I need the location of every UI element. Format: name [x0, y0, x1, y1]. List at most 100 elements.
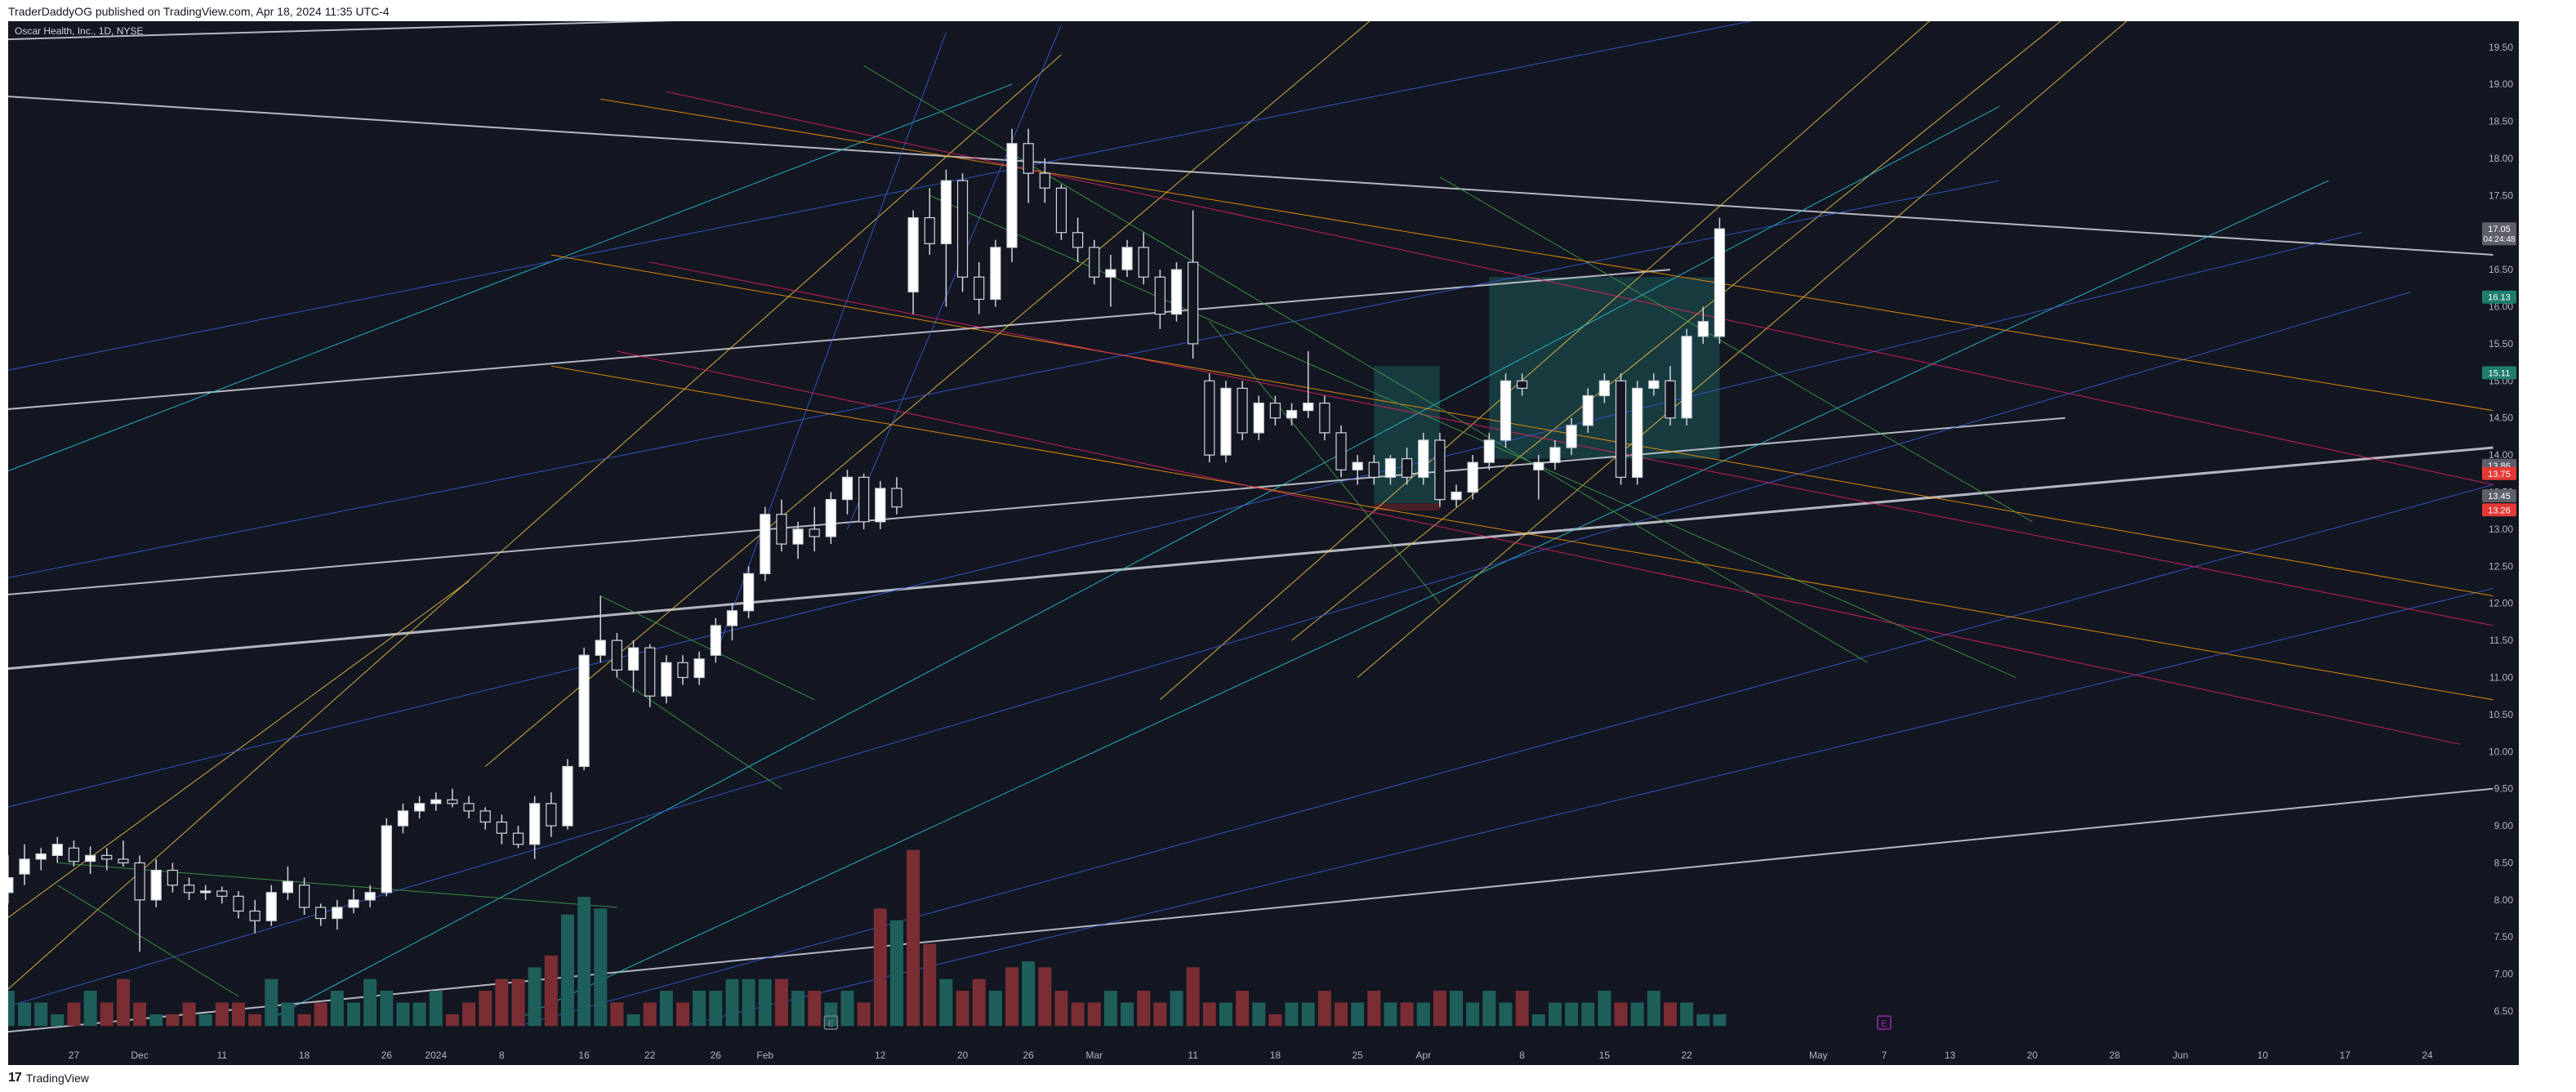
volume-bar — [808, 991, 822, 1027]
trendline-1 — [8, 417, 2066, 595]
x-tick-label: 27 — [69, 1050, 80, 1061]
trendline-5 — [8, 21, 675, 41]
volume-bar — [1416, 1002, 1430, 1027]
candle-body — [1549, 447, 1561, 463]
y-tick-label: 19.50 — [2489, 42, 2513, 53]
y-tick-label: 12.50 — [2489, 560, 2513, 572]
candle-body — [529, 803, 541, 845]
price-label-box — [2482, 222, 2516, 246]
y-tick-label: 9.00 — [2494, 820, 2514, 831]
candle-body — [760, 514, 771, 574]
volume-bar — [1170, 991, 1183, 1027]
candle-body — [1566, 425, 1577, 448]
candle-body — [1303, 402, 1314, 412]
candle-body — [265, 892, 277, 921]
volume-bar — [676, 1002, 689, 1027]
candle-body — [990, 247, 1001, 301]
chart-panel[interactable]: 6.50 7.00 7.50 8.00 8.50 9.00 9.50 10.00 10.50 11… — [8, 21, 2519, 1065]
volume-bar — [182, 1002, 196, 1027]
publish-header: TraderDaddyOG published on TradingView.c… — [8, 5, 390, 21]
candle-body — [1006, 143, 1018, 248]
volume-bars — [8, 849, 1727, 1027]
candle-body — [940, 180, 952, 244]
x-tick-label: 11 — [217, 1050, 228, 1061]
price-chart[interactable]: 6.50 7.00 7.50 8.00 8.50 9.00 9.50 10.00 10.50 11… — [8, 21, 2519, 1065]
volume-bar — [923, 943, 937, 1027]
trendline-19 — [518, 484, 2494, 1027]
volume-bar — [1696, 1014, 1710, 1027]
candle-body — [742, 573, 755, 612]
candle-body — [1023, 143, 1034, 174]
trendlines — [8, 21, 2494, 1033]
price-label-box — [2482, 489, 2516, 503]
price-label-value: 13.26 — [2488, 506, 2511, 515]
volume-bar — [1301, 1002, 1315, 1027]
y-tick-label: 8.50 — [2494, 857, 2514, 868]
volume-bar — [1005, 967, 1018, 1027]
volume-bar — [1515, 991, 1529, 1027]
volume-bar — [445, 1014, 459, 1027]
volume-bar — [34, 1002, 48, 1027]
candle-body — [1714, 228, 1726, 337]
tradingview-footer: 17 TradingView — [8, 1068, 89, 1088]
candle-body — [1253, 402, 1264, 434]
candle-body — [924, 216, 935, 244]
x-tick-label: 8 — [1519, 1050, 1525, 1061]
candle-body — [1105, 269, 1116, 278]
volume-bar — [758, 978, 772, 1027]
trendline-3 — [8, 96, 2494, 256]
price-label-value: 16.13 — [2488, 293, 2511, 303]
volume-bar — [544, 955, 558, 1027]
candle-body — [233, 895, 244, 912]
x-tick-label: 22 — [1681, 1050, 1692, 1061]
candle-body — [101, 854, 113, 860]
trendline-7 — [8, 54, 1062, 990]
trendline-14 — [518, 180, 2329, 1019]
volume-bar — [248, 1014, 262, 1027]
candle-body — [1154, 276, 1165, 315]
x-tick-label: 17 — [2339, 1050, 2351, 1061]
volume-bar — [956, 991, 969, 1027]
volume-bar — [412, 1002, 426, 1027]
y-tick-label: 19.00 — [2489, 78, 2513, 90]
tradingview-brand: TradingView — [25, 1072, 89, 1085]
candle-body — [8, 877, 14, 894]
price-label-value: 13.45 — [2488, 492, 2511, 501]
trendline-24 — [550, 254, 2494, 597]
trendline-13 — [271, 105, 2000, 1019]
volume-bar — [1054, 991, 1068, 1027]
volume-bar — [857, 1002, 871, 1027]
volume-bar — [693, 991, 706, 1027]
trendline-10 — [1291, 21, 2061, 641]
volume-bar — [1433, 991, 1446, 1027]
y-tick-label: 17.50 — [2489, 189, 2513, 201]
volume-bar — [479, 991, 492, 1027]
price-label-value: 17.05 — [2488, 225, 2511, 234]
volume-bar — [594, 908, 608, 1027]
price-label-box — [2482, 290, 2516, 304]
candle-body — [1188, 261, 1199, 345]
candle-body — [611, 640, 623, 671]
y-tick-label: 15.50 — [2489, 338, 2513, 350]
volume-bar — [1219, 1002, 1232, 1027]
volume-bar — [1038, 967, 1052, 1027]
volume-bar — [659, 991, 673, 1027]
candle-body — [1648, 380, 1660, 390]
candle-body — [1517, 380, 1528, 390]
volume-bar — [1317, 991, 1331, 1027]
trendline-26 — [666, 91, 2494, 485]
trendline-21 — [715, 32, 947, 656]
earnings-marker-label: E — [828, 1019, 834, 1029]
volume-bar — [166, 1014, 180, 1027]
candle-body — [693, 658, 705, 679]
volume-bar — [198, 1014, 212, 1027]
candle-body — [956, 180, 969, 278]
volume-bar — [1565, 1002, 1579, 1027]
volume-bar — [1153, 1002, 1167, 1027]
volume-bar — [1713, 1014, 1727, 1027]
volume-bar — [1268, 1014, 1282, 1027]
volume-bar — [1351, 1002, 1365, 1027]
time-axis[interactable]: 20 27 Dec 11 18 26 2024 8 16 22 26 Feb 12 20 26 Mar 11 18… — [8, 1050, 2433, 1061]
x-tick-label: Jun — [2173, 1050, 2188, 1061]
